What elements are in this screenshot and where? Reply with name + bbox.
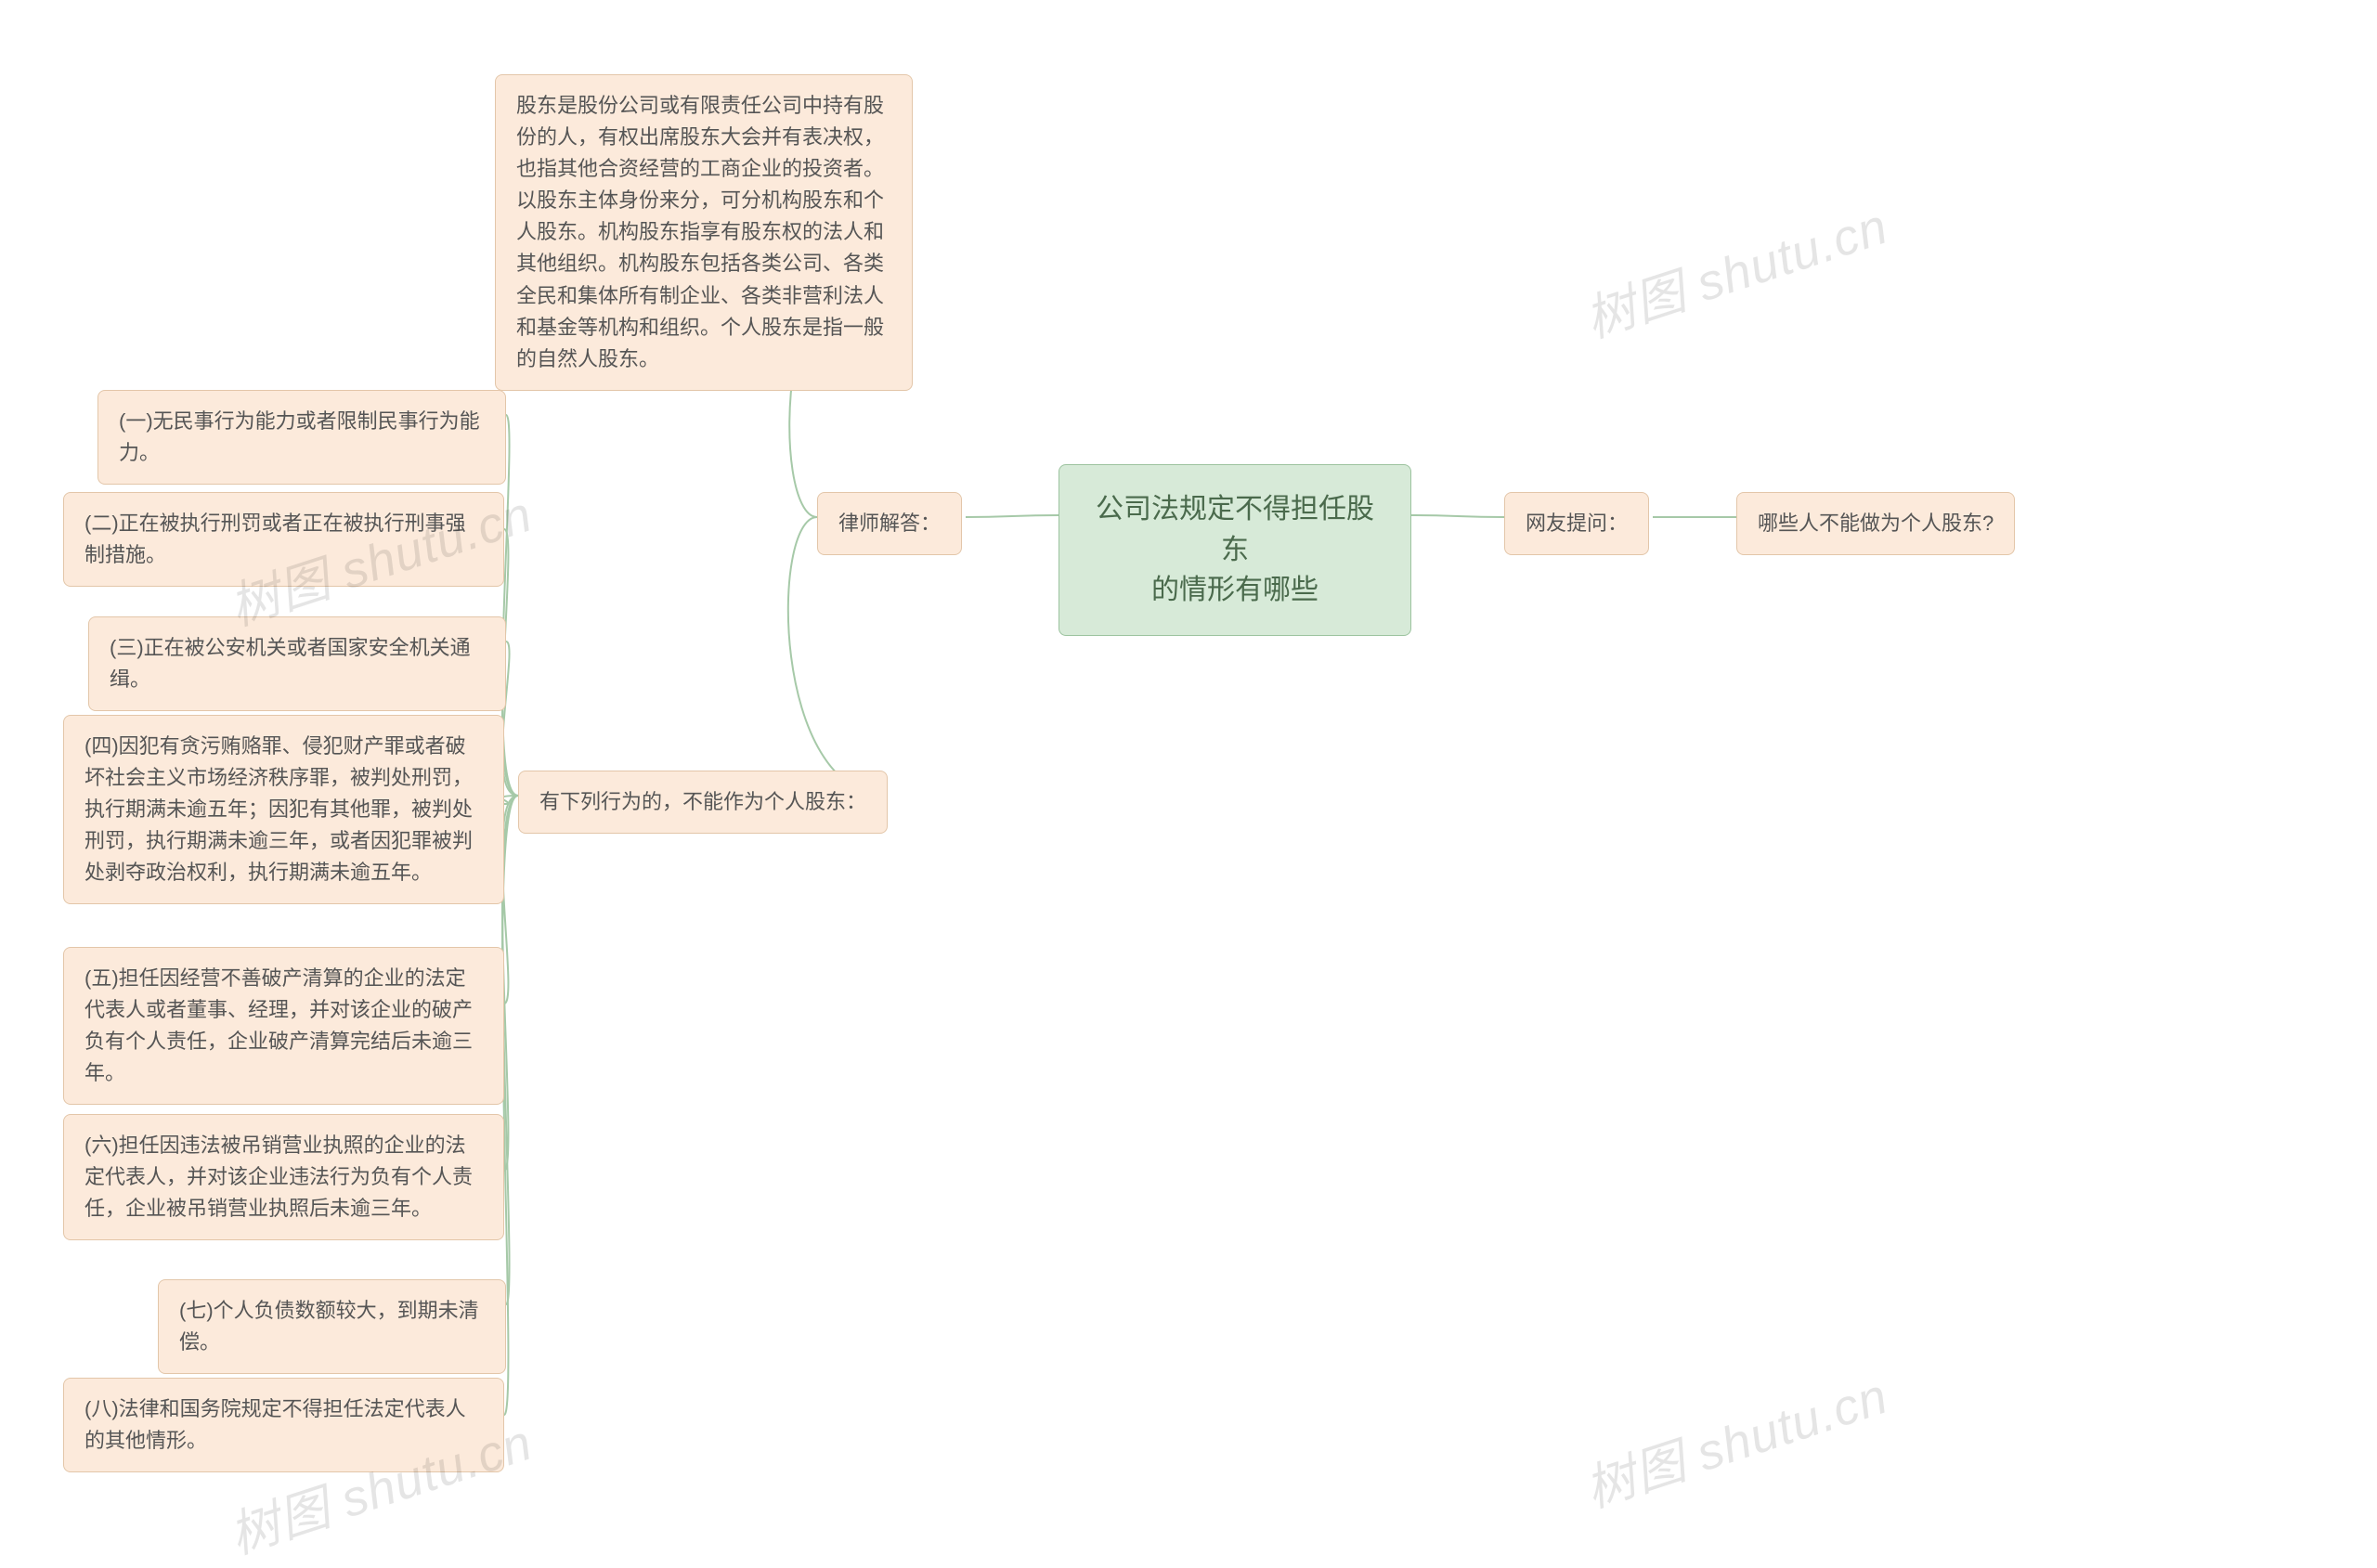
right-label-node[interactable]: 网友提问： (1504, 492, 1649, 555)
item-8-text: (八)法律和国务院规定不得担任法定代表人的其他情形。 (84, 1397, 466, 1452)
item-7-node[interactable]: (七)个人负债数额较大，到期未清偿。 (158, 1279, 506, 1374)
edge-root-right (1411, 515, 1504, 517)
edge-behav-7 (502, 796, 518, 1304)
item-4-text: (四)因犯有贪污贿赂罪、侵犯财产罪或者破坏社会主义市场经济秩序罪，被判处刑罚，执… (84, 734, 473, 884)
behaviors-label-node[interactable]: 有下列行为的，不能作为个人股东： (518, 771, 888, 834)
item-4-node[interactable]: (四)因犯有贪污贿赂罪、侵犯财产罪或者破坏社会主义市场经济秩序罪，被判处刑罚，执… (63, 715, 504, 904)
item-5-text: (五)担任因经营不善破产清算的企业的法定代表人或者董事、经理，并对该企业的破产负… (84, 966, 473, 1084)
root-node[interactable]: 公司法规定不得担任股东 的情形有哪些 (1059, 464, 1411, 636)
item-6-node[interactable]: (六)担任因违法被吊销营业执照的企业的法定代表人，并对该企业违法行为负有个人责任… (63, 1114, 504, 1240)
item-1-text: (一)无民事行为能力或者限制民事行为能力。 (119, 409, 480, 464)
item-7-text: (七)个人负债数额较大，到期未清偿。 (179, 1299, 479, 1354)
item-5-node[interactable]: (五)担任因经营不善破产清算的企业的法定代表人或者董事、经理，并对该企业的破产负… (63, 947, 504, 1105)
watermark-3: 树图 shutu.cn (1575, 185, 1896, 352)
intro-text: 股东是股份公司或有限责任公司中持有股份的人，有权出席股东大会并有表决权，也指其他… (516, 94, 884, 370)
item-1-node[interactable]: (一)无民事行为能力或者限制民事行为能力。 (97, 390, 506, 485)
root-line1: 公司法规定不得担任股东 (1096, 494, 1374, 565)
right-child-text: 哪些人不能做为个人股东? (1758, 512, 1994, 535)
edge-behav-6 (502, 796, 518, 1171)
item-2-node[interactable]: (二)正在被执行刑罚或者正在被执行刑事强制措施。 (63, 492, 504, 587)
behaviors-label-text: 有下列行为的，不能作为个人股东： (539, 790, 866, 813)
item-6-text: (六)担任因违法被吊销营业执照的企业的法定代表人，并对该企业违法行为负有个人责任… (84, 1134, 473, 1220)
edge-behav-4 (502, 796, 518, 804)
item-3-text: (三)正在被公安机关或者国家安全机关通缉。 (110, 636, 471, 691)
edge-leftlabel-behav (788, 517, 888, 796)
left-label-text: 律师解答： (838, 512, 941, 535)
right-child-node[interactable]: 哪些人不能做为个人股东? (1736, 492, 2015, 555)
item-8-node[interactable]: (八)法律和国务院规定不得担任法定代表人的其他情形。 (63, 1378, 504, 1472)
item-3-node[interactable]: (三)正在被公安机关或者国家安全机关通缉。 (88, 616, 506, 711)
watermark-4: 树图 shutu.cn (1575, 1354, 1896, 1522)
item-2-text: (二)正在被执行刑罚或者正在被执行刑事强制措施。 (84, 512, 466, 566)
intro-node[interactable]: 股东是股份公司或有限责任公司中持有股份的人，有权出席股东大会并有表决权，也指其他… (495, 74, 913, 391)
right-label-text: 网友提问： (1526, 512, 1628, 535)
edge-behav-5 (502, 796, 518, 1004)
left-label-node[interactable]: 律师解答： (817, 492, 962, 555)
root-line2: 的情形有哪些 (1151, 575, 1318, 605)
edge-root-left (966, 515, 1059, 517)
